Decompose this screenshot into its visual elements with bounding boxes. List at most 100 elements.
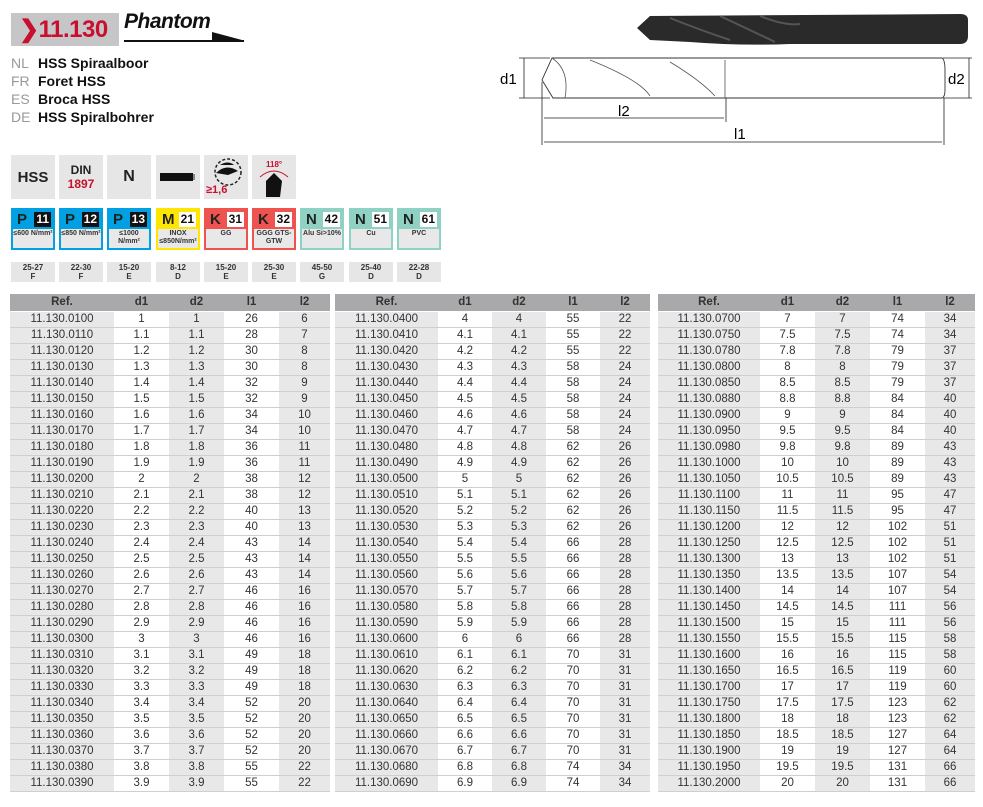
column-header: d2	[492, 294, 546, 312]
dimension-cell: 107	[870, 567, 925, 584]
ref-cell: 11.130.0690	[335, 775, 438, 792]
dimension-cell: 26	[600, 487, 650, 504]
material-badge-k32: K 32 GGG GTS-GTW	[252, 208, 296, 250]
table-row: 11.130.0570 5.7 5.7 66 28	[335, 583, 650, 600]
dimension-cell: 6.9	[492, 775, 546, 792]
dimension-cell: 9	[279, 391, 330, 408]
ref-cell: 11.130.1650	[658, 663, 760, 680]
table-row: 11.130.1500 15 15 111 56	[658, 615, 975, 632]
table-row: 11.130.0380 3.8 3.8 55 22	[10, 759, 330, 776]
dimension-cell: 17	[760, 679, 815, 696]
dimension-cell: 3.2	[114, 663, 169, 680]
dimension-cell: 20	[279, 727, 330, 744]
dimension-cell: 70	[546, 711, 600, 728]
table-row: 11.130.0500 5 5 62 26	[335, 471, 650, 488]
ref-cell: 11.130.0180	[10, 439, 114, 456]
dimension-cell: 19	[760, 743, 815, 760]
dimension-cell: 1.1	[114, 327, 169, 344]
dimension-cell: 11.5	[760, 503, 815, 520]
dimension-cell: 10	[279, 407, 330, 424]
dimension-cell: 17.5	[815, 695, 870, 712]
ref-cell: 11.130.0650	[335, 711, 438, 728]
table-header-row: Ref. d1 d2 l1 l2	[335, 294, 650, 312]
cutting-speed-range: 22-28	[408, 263, 430, 272]
ref-cell: 11.130.1600	[658, 647, 760, 664]
dimension-cell: 8.8	[760, 391, 815, 408]
dimension-cell: 52	[224, 711, 279, 728]
dimension-cell: 54	[925, 583, 975, 600]
ref-cell: 11.130.0880	[658, 391, 760, 408]
dimension-cell: 6.9	[438, 775, 492, 792]
table-row: 11.130.1350 13.5 13.5 107 54	[658, 567, 975, 584]
dimension-cell: 2.2	[114, 503, 169, 520]
dimension-cell: 11	[760, 487, 815, 504]
dimension-cell: 10	[760, 455, 815, 472]
table-row: 11.130.1300 13 13 102 51	[658, 551, 975, 568]
dimension-cell: 40	[925, 407, 975, 424]
dimension-cell: 131	[870, 759, 925, 776]
table-row: 11.130.0750 7.5 7.5 74 34	[658, 327, 975, 344]
dimension-cell: 20	[760, 775, 815, 792]
column-header: l1	[870, 294, 925, 312]
table-row: 11.130.0550 5.5 5.5 66 28	[335, 551, 650, 568]
dimension-cell: 31	[600, 695, 650, 712]
table-row: 11.130.1150 11.5 11.5 95 47	[658, 503, 975, 520]
dimension-cell: 24	[600, 359, 650, 376]
material-number: 42	[322, 212, 340, 227]
dimension-cell: 28	[600, 631, 650, 648]
angle-label: 118°	[266, 160, 282, 169]
ref-cell: 11.130.1950	[658, 759, 760, 776]
dimension-cell: 13	[815, 551, 870, 568]
ref-cell: 11.130.0130	[10, 359, 114, 376]
dimension-cell: 15	[760, 615, 815, 632]
dimension-cell: 8	[279, 359, 330, 376]
dimension-cell: 4.6	[492, 407, 546, 424]
table-row: 11.130.0190 1.9 1.9 36 11	[10, 455, 330, 472]
dimension-cell: 62	[546, 487, 600, 504]
material-badge-m21: M 21 INOX ≤850N/mm²	[156, 208, 200, 250]
dimension-cell: 5.8	[438, 599, 492, 616]
dimension-cell: 55	[224, 775, 279, 792]
product-name: Broca HSS	[38, 91, 111, 107]
dimension-cell: 8.5	[815, 375, 870, 392]
dimension-cell: 102	[870, 535, 925, 552]
dimension-cell: 89	[870, 439, 925, 456]
ref-cell: 11.130.1000	[658, 455, 760, 472]
ref-cell: 11.130.0190	[10, 455, 114, 472]
cutting-speed-grade: E	[126, 272, 132, 281]
d1-label: d1	[500, 71, 517, 88]
dimension-cell: 34	[600, 775, 650, 792]
dimension-cell: 2.9	[169, 615, 224, 632]
material-description: ≤600 N/mm²	[13, 229, 53, 248]
dimension-cell: 28	[224, 327, 279, 344]
point-angle-icon: 118°	[252, 155, 296, 199]
material-badge-p12: P 12 ≤850 N/mm²	[59, 208, 103, 250]
product-name-fr: FR Foret HSS	[11, 73, 106, 90]
dimension-cell: 18	[279, 679, 330, 696]
dimension-cell: 5.7	[492, 583, 546, 600]
dimension-cell: 1.5	[114, 391, 169, 408]
d2-label: d2	[948, 71, 965, 88]
table-row: 11.130.0670 6.7 6.7 70 31	[335, 743, 650, 760]
dimension-cell: 34	[600, 759, 650, 776]
dimension-cell: 4.8	[438, 439, 492, 456]
dimension-cell: 3.6	[114, 727, 169, 744]
table-row: 11.130.0110 1.1 1.1 28 7	[10, 327, 330, 344]
dimension-cell: 79	[870, 343, 925, 360]
dimension-cell: 8	[279, 343, 330, 360]
dimension-cell: 12	[760, 519, 815, 536]
dimension-cell: 8.8	[815, 391, 870, 408]
dimension-cell: 28	[600, 599, 650, 616]
dimension-cell: 4.4	[438, 375, 492, 392]
dimension-cell: 5.9	[492, 615, 546, 632]
ref-cell: 11.130.1350	[658, 567, 760, 584]
dimension-cell: 3.5	[169, 711, 224, 728]
dimension-cell: 38	[224, 471, 279, 488]
table-row: 11.130.0270 2.7 2.7 46 16	[10, 583, 330, 600]
product-name: Foret HSS	[38, 73, 106, 89]
column-header: d2	[169, 294, 224, 312]
dimension-cell: 84	[870, 391, 925, 408]
product-code: ❯11.130	[11, 13, 119, 46]
ref-cell: 11.130.2000	[658, 775, 760, 792]
dimension-cell: 6.7	[438, 743, 492, 760]
